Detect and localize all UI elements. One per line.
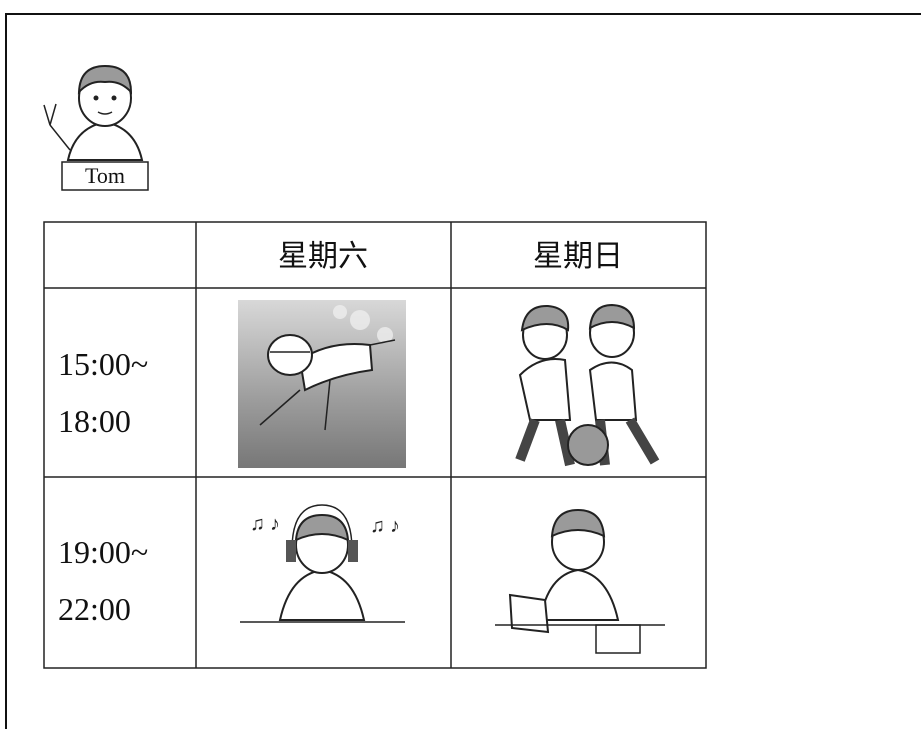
avatar: Tom (43, 64, 149, 191)
avatar-name: Tom (85, 163, 125, 188)
name-box (61, 161, 149, 191)
schedule-table (43, 221, 707, 669)
homework-picture (495, 508, 665, 654)
frame (5, 13, 921, 729)
time-end: 18:00 (58, 403, 131, 439)
time-start: 19:00~ (58, 534, 148, 570)
svg-text:♫ ♪: ♫ ♪ (250, 513, 280, 535)
svg-text:♫ ♪: ♫ ♪ (370, 515, 400, 537)
swimming-picture (238, 300, 406, 468)
basketball-picture (515, 303, 660, 467)
day-header: 星期日 (533, 240, 623, 273)
time-end: 22:00 (58, 591, 131, 627)
time-start: 15:00~ (58, 346, 148, 382)
day-header: 星期六 (278, 240, 368, 273)
music-picture: ♫ ♪ ♫ ♪ (240, 504, 405, 623)
